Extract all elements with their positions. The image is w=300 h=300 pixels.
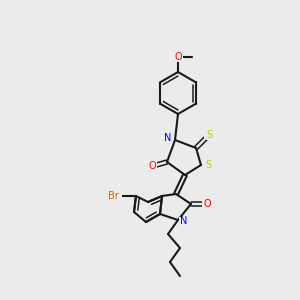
Bar <box>147 161 157 170</box>
Text: S: S <box>205 160 211 170</box>
Text: N: N <box>180 216 188 226</box>
Text: N: N <box>164 133 172 143</box>
Text: Br: Br <box>108 191 118 201</box>
Bar <box>163 134 173 142</box>
Bar <box>104 191 122 200</box>
Text: O: O <box>203 199 211 209</box>
Bar <box>204 130 214 140</box>
Text: S: S <box>206 130 212 140</box>
Text: O: O <box>148 161 156 171</box>
Bar <box>179 217 189 226</box>
Text: O: O <box>174 52 182 62</box>
Bar <box>173 52 183 62</box>
Bar <box>203 160 213 169</box>
Bar <box>202 200 212 208</box>
